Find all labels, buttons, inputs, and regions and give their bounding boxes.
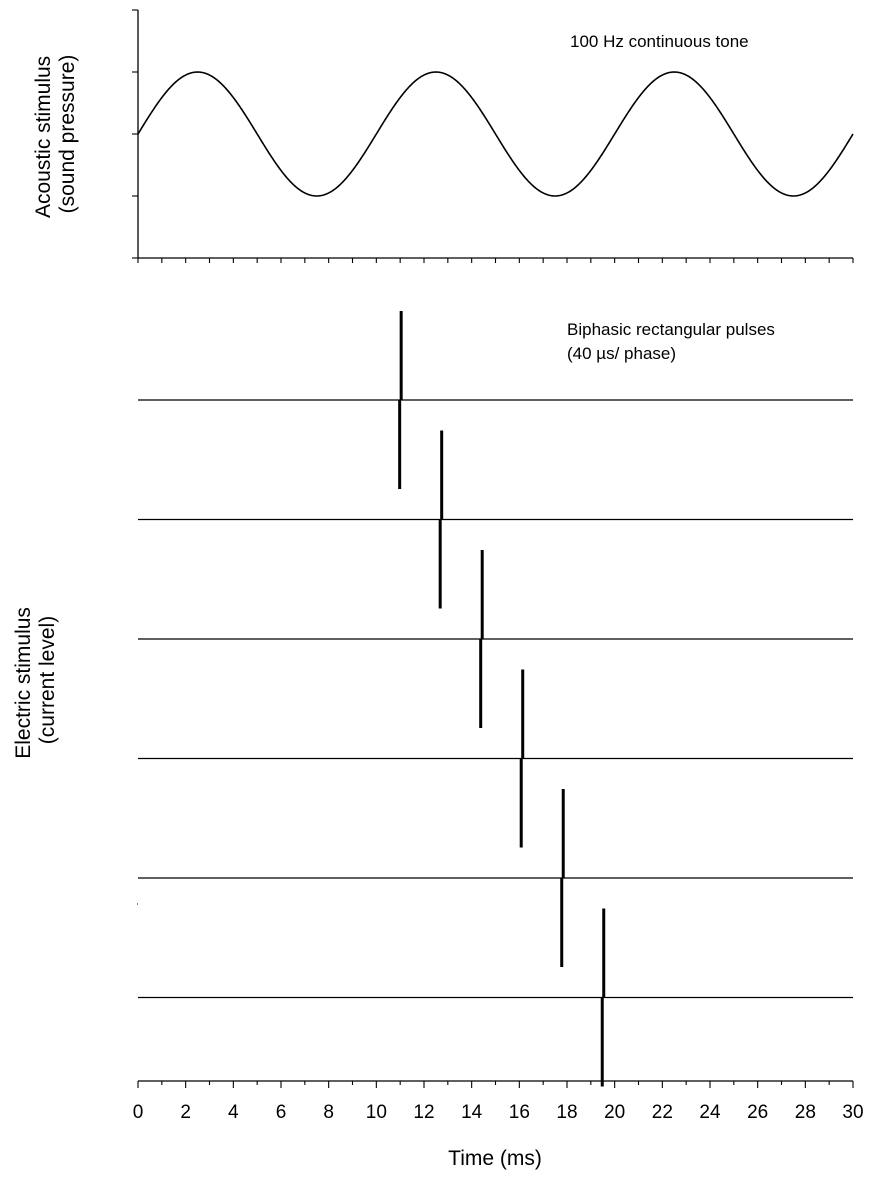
acoustic-y-label: Acoustic stimulus (sound pressure) [32,50,79,218]
electric-y-label: Electric stimulus (current level) [12,601,59,759]
pulses [398,311,606,1087]
time-tick-label: 6 [276,1102,287,1123]
time-tick-labels: 0 2 4 6 8 10 12 14 16 18 20 22 24 26 28 30 [133,1102,864,1123]
time-tick-label: 4 [228,1102,239,1123]
time-tick-label: 8 [323,1102,334,1123]
electric-annotation-line-1: Biphasic rectangular pulses [567,320,775,339]
time-tick-label: 12 [413,1102,434,1123]
time-tick-label: 22 [652,1102,673,1123]
electric-panel: Biphasic rectangular pulses (40 µs/ phas… [12,311,853,1087]
acoustic-x-ticks [137,258,854,263]
acoustic-y-label-line-1: Acoustic stimulus [32,56,55,218]
electric-y-label-line-1: Electric stimulus [12,607,35,759]
time-tick-label: 18 [556,1102,577,1123]
time-axis-label: Time (ms) [448,1147,542,1170]
time-tick-label: 16 [509,1102,530,1123]
time-ticks [137,1081,854,1088]
time-tick-label: 14 [461,1102,483,1123]
acoustic-y-label-line-2: (sound pressure) [56,55,79,214]
time-tick-label: 20 [604,1102,625,1123]
time-tick-label: 30 [842,1102,863,1123]
electric-annotation-line-2: (40 µs/ phase) [567,344,676,363]
time-tick-label: 24 [699,1102,721,1123]
acoustic-annotation: 100 Hz continuous tone [570,32,749,51]
time-tick-label: 0 [133,1102,144,1123]
time-tick-label: 26 [747,1102,768,1123]
acoustic-panel: 100 Hz continuous tone Acoustic stimulus… [32,9,854,263]
pulse-baselines [138,399,853,999]
time-axis: 0 2 4 6 8 10 12 14 16 18 20 22 24 26 28 30 Time (ms) [133,1080,864,1170]
time-tick-label: 28 [795,1102,816,1123]
sine-wave-series [137,71,854,197]
time-tick-label: 10 [366,1102,387,1123]
electric-y-label-line-2: (current level) [36,616,59,744]
time-tick-label: 2 [180,1102,191,1123]
electric-annotation: Biphasic rectangular pulses (40 µs/ phas… [567,320,780,363]
